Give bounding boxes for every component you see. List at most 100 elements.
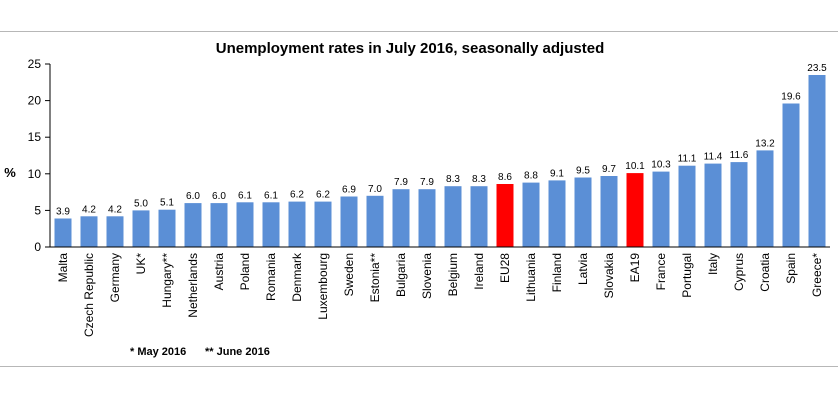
bar-finland [548, 180, 566, 247]
value-label-sweden: 6.9 [342, 185, 356, 196]
x-tick-label-france: France [654, 253, 668, 291]
bar-lithuania [522, 182, 540, 247]
x-tick-label-ea19: EA19 [628, 253, 642, 283]
bar-latvia [574, 177, 592, 247]
value-label-luxembourg: 6.2 [316, 190, 330, 201]
bar-portugal [678, 165, 696, 247]
bar-bulgaria [392, 189, 410, 247]
x-tick-label-slovakia: Slovakia [602, 253, 616, 299]
bar-malta [54, 218, 72, 247]
x-tick-label-sweden: Sweden [342, 253, 356, 296]
x-tick-label-cyprus: Cyprus [732, 253, 746, 291]
bar-ea19 [626, 173, 644, 247]
value-label-romania: 6.1 [264, 190, 278, 201]
x-tick-label-slovenia: Slovenia [420, 253, 434, 299]
y-tick-label-0: 0 [34, 240, 41, 254]
value-label-finland: 9.1 [550, 168, 564, 179]
bar-czech-republic [80, 216, 98, 247]
bar-slovenia [418, 189, 436, 247]
bar-germany [106, 216, 124, 247]
bar-hungary [158, 209, 176, 247]
y-tick-label-5: 25 [28, 57, 42, 71]
x-tick-label-eu28: EU28 [498, 253, 512, 283]
bar-spain [782, 103, 800, 247]
value-label-uk: 5.0 [134, 198, 148, 209]
value-label-estonia: 7.0 [368, 184, 382, 195]
value-label-bulgaria: 7.9 [394, 177, 408, 188]
x-tick-label-bulgaria: Bulgaria [394, 253, 408, 297]
bar-eu28 [496, 184, 514, 247]
value-label-greece: 23.5 [807, 63, 827, 74]
value-label-austria: 6.0 [212, 191, 226, 202]
x-tick-label-poland: Poland [238, 253, 252, 290]
x-tick-label-italy: Italy [706, 253, 720, 275]
bar-italy [704, 163, 722, 247]
value-label-hungary: 5.1 [160, 198, 174, 209]
x-tick-label-portugal: Portugal [680, 253, 694, 298]
x-tick-label-netherlands: Netherlands [186, 253, 200, 318]
x-tick-label-malta: Malta [56, 253, 70, 283]
y-tick-label-1: 5 [34, 203, 41, 217]
value-label-malta: 3.9 [56, 207, 70, 218]
value-label-cyprus: 11.6 [730, 150, 749, 161]
value-label-latvia: 9.5 [576, 166, 590, 177]
x-tick-label-uk: UK* [134, 253, 148, 275]
bar-netherlands [184, 203, 202, 247]
y-tick-label-2: 10 [28, 167, 42, 181]
value-label-italy: 11.4 [704, 152, 723, 163]
bar-romania [262, 202, 280, 247]
x-tick-label-czech-republic: Czech Republic [82, 253, 96, 337]
chart-frame: Unemployment rates in July 2016, seasona… [0, 31, 838, 367]
x-tick-label-luxembourg: Luxembourg [316, 253, 330, 320]
value-label-slovenia: 7.9 [420, 177, 434, 188]
bar-ireland [470, 186, 488, 247]
x-tick-label-austria: Austria [212, 253, 226, 291]
x-tick-label-romania: Romania [264, 253, 278, 301]
value-label-lithuania: 8.8 [524, 171, 538, 182]
bar-poland [236, 202, 254, 247]
x-tick-label-germany: Germany [108, 253, 122, 302]
value-label-ea19: 10.1 [625, 161, 645, 172]
x-tick-label-ireland: Ireland [472, 253, 486, 290]
value-label-slovakia: 9.7 [602, 164, 616, 175]
value-label-belgium: 8.3 [446, 174, 460, 185]
value-label-france: 10.3 [651, 160, 671, 171]
value-label-croatia: 13.2 [755, 138, 775, 149]
value-label-spain: 19.6 [781, 92, 801, 103]
x-tick-label-lithuania: Lithuania [524, 253, 538, 302]
x-tick-label-belgium: Belgium [446, 253, 460, 296]
x-tick-label-greece: Greece* [810, 253, 824, 297]
x-tick-label-estonia: Estonia** [368, 253, 382, 303]
x-tick-label-finland: Finland [550, 253, 564, 292]
y-tick-label-3: 15 [28, 130, 42, 144]
value-label-czech-republic: 4.2 [82, 204, 96, 215]
value-label-portugal: 11.1 [678, 154, 697, 165]
value-label-poland: 6.1 [238, 190, 252, 201]
x-tick-label-denmark: Denmark [290, 252, 304, 302]
y-tick-label-4: 20 [28, 94, 42, 108]
bar-estonia [366, 195, 384, 247]
bar-croatia [756, 150, 774, 247]
footnote-may: * May 2016 [130, 346, 186, 358]
x-tick-label-spain: Spain [784, 253, 798, 284]
chart-title: Unemployment rates in July 2016, seasona… [216, 40, 604, 57]
bar-cyprus [730, 162, 748, 247]
x-tick-label-hungary: Hungary** [160, 253, 174, 308]
bar-luxembourg [314, 201, 332, 247]
chart: Unemployment rates in July 2016, seasona… [4, 40, 830, 358]
footnote-june: ** June 2016 [205, 346, 270, 358]
bar-belgium [444, 186, 462, 247]
bar-austria [210, 203, 228, 247]
x-tick-label-croatia: Croatia [758, 253, 772, 292]
value-label-netherlands: 6.0 [186, 191, 200, 202]
value-label-germany: 4.2 [108, 204, 122, 215]
y-axis-label: % [4, 165, 16, 180]
value-label-denmark: 6.2 [290, 190, 304, 201]
bar-denmark [288, 201, 306, 247]
bar-france [652, 171, 670, 247]
value-label-ireland: 8.3 [472, 174, 486, 185]
bar-uk [132, 210, 150, 247]
bar-greece [808, 75, 826, 247]
x-tick-label-latvia: Latvia [576, 253, 590, 285]
bar-sweden [340, 196, 358, 247]
